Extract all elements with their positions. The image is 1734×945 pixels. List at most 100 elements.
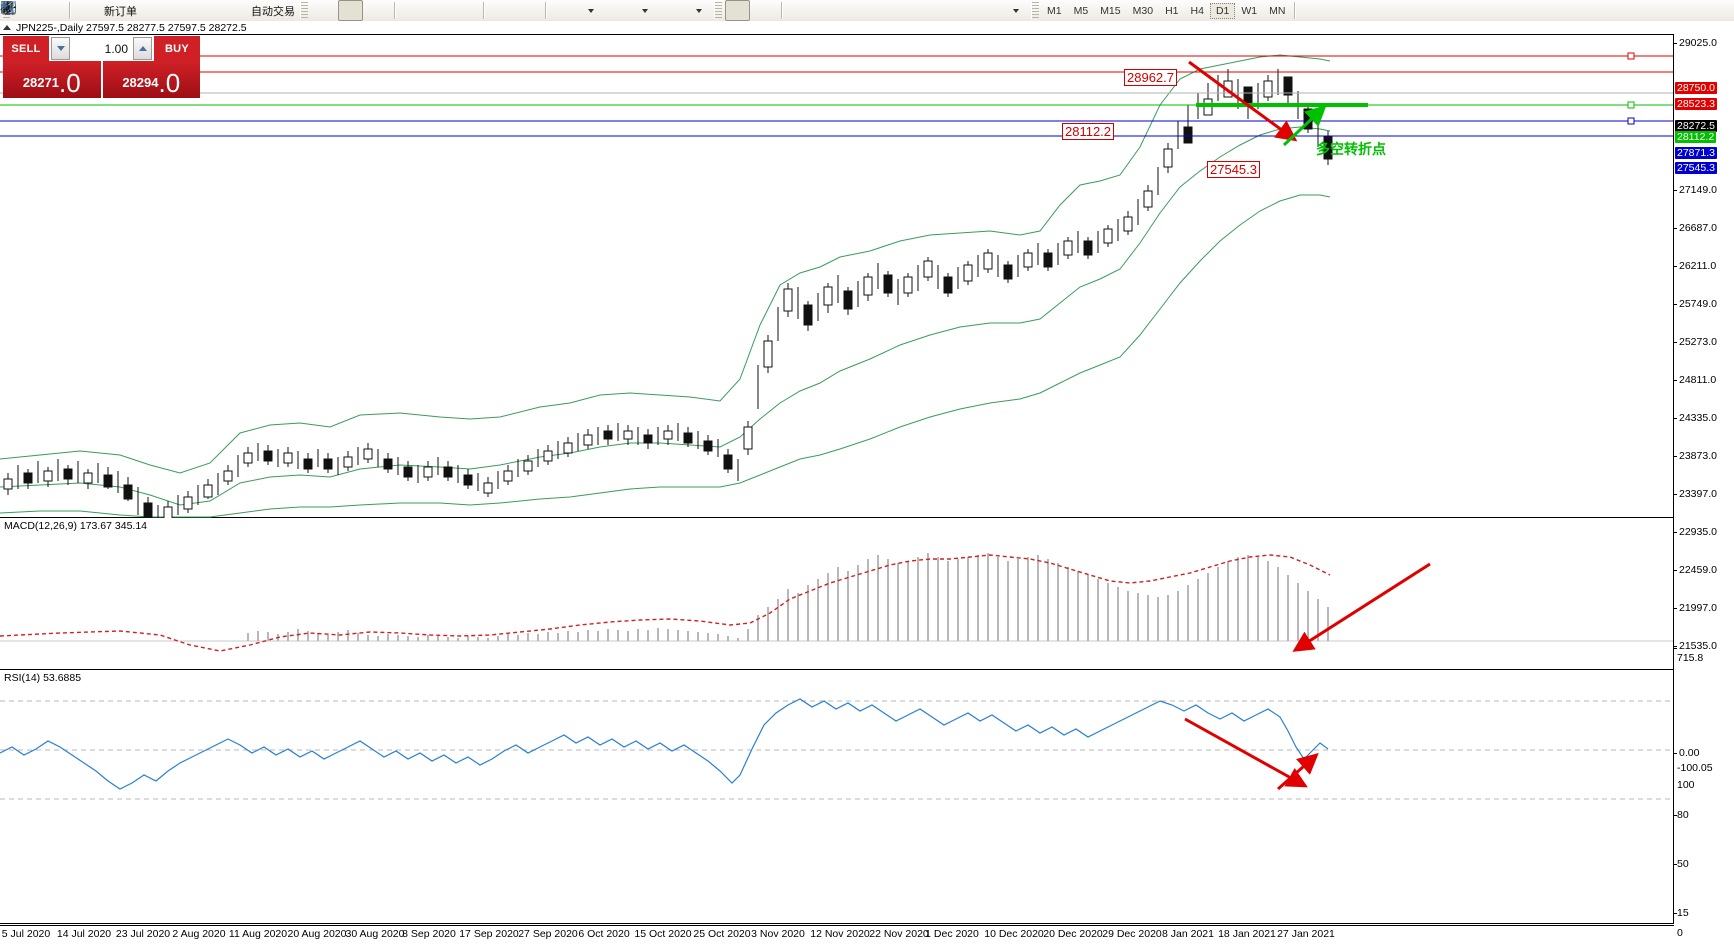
sell-price-fraction: 0 [66, 68, 81, 98]
timeframe-m15[interactable]: M15 [1100, 4, 1121, 17]
auto-trading-label[interactable]: 自动交易 [251, 5, 295, 18]
auto-scroll-icon[interactable] [1, 0, 541, 21]
svg-text:T: T [4, 4, 10, 14]
chart-symbol-label: JPN225-,Daily 27597.5 28277.5 27597.5 28… [16, 21, 247, 34]
period-icon[interactable] [1, 0, 630, 21]
rsi-recovery-arrow [1277, 753, 1319, 791]
chevron-down-icon-4[interactable] [1003, 0, 1028, 21]
volume-value[interactable]: 1.00 [104, 41, 128, 56]
zoom-out-icon[interactable] [1, 0, 452, 21]
cloud-icon[interactable] [1, 0, 193, 21]
price-scale[interactable]: 29025.0 28750.0 28523.3 28272.5 28112.2 … [1674, 34, 1734, 939]
cursor-icon[interactable] [3, 0, 750, 21]
toolbar-grip-4[interactable] [1031, 2, 1039, 19]
time-tick-18: 20 Dec 2020 [1043, 928, 1103, 940]
line-chart-icon[interactable] [1, 0, 390, 21]
toolbar-grip-3[interactable] [714, 2, 722, 19]
indicators-icon[interactable] [1, 0, 576, 21]
time-scale[interactable]: 5 Jul 2020 14 Jul 2020 23 Jul 2020 2 Aug… [0, 925, 1674, 945]
timeframe-h1[interactable]: H1 [1165, 4, 1179, 17]
folder-icon[interactable] [0, 0, 166, 21]
time-tick-15: 22 Nov 2020 [869, 928, 929, 940]
time-tick-0: 5 Jul 2020 [1, 928, 51, 940]
rsi-divergence-arrow [1184, 717, 1308, 788]
macd-divergence-arrow [1292, 562, 1431, 652]
timeframe-m5[interactable]: M5 [1073, 4, 1089, 17]
signal-icon[interactable] [1, 0, 220, 21]
timeframe-d1[interactable]: D1 [1209, 2, 1236, 19]
timeframe-m1[interactable]: M1 [1047, 4, 1062, 17]
rsi-title: RSI(14) 53.6885 [4, 672, 82, 684]
price-label-27545: 27545.3 [1675, 162, 1717, 174]
annotation-high: 28962.7 [1124, 69, 1177, 86]
text-icon[interactable]: A [3, 0, 947, 21]
candlestick-chart-icon[interactable] [1, 0, 363, 21]
rsi-pane[interactable]: RSI(14) 53.6885 [0, 671, 1673, 831]
uptrend-arrow [1282, 104, 1327, 147]
price-label-28272: 28272.5 [1675, 120, 1717, 132]
buy-price-separator: . [158, 68, 166, 98]
chart-shift-icon[interactable] [1, 0, 514, 21]
crosshair-icon[interactable] [2, 0, 777, 21]
macd-chart-svg [0, 553, 1673, 652]
time-tick-22: 27 Jan 2021 [1277, 928, 1335, 940]
time-tick-16: 1 Dec 2020 [925, 928, 979, 940]
search-chart-icon[interactable] [1, 0, 65, 21]
timeframe-m30[interactable]: M30 [1132, 4, 1154, 17]
time-tick-5: 20 Aug 2020 [287, 928, 347, 940]
buy-label[interactable]: BUY [154, 36, 200, 61]
annotation-mid: 28112.2 [1062, 123, 1115, 140]
price-pane[interactable]: 28962.7 28112.2 27545.3 多空转折点 [0, 35, 1673, 518]
label-icon[interactable]: T [2, 0, 974, 21]
new-order-icon[interactable] [1, 0, 100, 21]
grid-icon[interactable] [1, 0, 479, 21]
sell-button[interactable]: 28271 . 0 [3, 61, 103, 98]
sell-price-separator: . [58, 68, 67, 98]
auto-trading-icon[interactable] [0, 0, 247, 21]
vertical-line-icon[interactable] [6, 0, 812, 21]
timeframe-h4[interactable]: H4 [1190, 4, 1204, 17]
sell-label[interactable]: SELL [3, 36, 49, 61]
annotation-low: 27545.3 [1207, 161, 1260, 178]
timeframe-w1[interactable]: W1 [1241, 4, 1258, 17]
chart-area[interactable]: 28962.7 28112.2 27545.3 多空转折点 MACD(12,26… [0, 34, 1674, 924]
time-tick-11: 15 Oct 2020 [634, 928, 692, 940]
sell-price-integer: 28271 [22, 75, 59, 90]
volume-decrease-button[interactable] [51, 37, 70, 60]
buy-button[interactable]: 28294 . 0 [102, 61, 200, 98]
timeframe-mn[interactable]: MN [1269, 4, 1286, 17]
templates-icon[interactable] [1, 0, 684, 21]
time-tick-9: 27 Sep 2020 [518, 928, 578, 940]
price-label-28523: 28523.3 [1675, 98, 1717, 110]
horizontal-line-icon[interactable] [2, 0, 839, 21]
collapse-triangle-icon[interactable] [3, 25, 11, 30]
volume-increase-button[interactable] [133, 37, 152, 60]
volume-stepper[interactable]: 1.00 [49, 36, 154, 61]
toolbar-grip-2[interactable] [300, 2, 308, 19]
chevron-down-icon-2[interactable] [632, 0, 657, 21]
buy-price-integer: 28294 [122, 75, 159, 90]
toolbar-separator-4 [545, 2, 547, 19]
time-tick-3: 2 Aug 2020 [172, 928, 226, 940]
fibonacci-icon[interactable]: E [0, 0, 893, 21]
svg-text:E: E [12, 10, 16, 16]
zoom-in-icon[interactable] [1, 0, 425, 21]
shapes-icon[interactable] [1, 0, 1001, 21]
trade-panel-price-row: 28271 . 0 28294 . 0 [3, 61, 200, 98]
trendline-icon[interactable] [2, 0, 866, 21]
time-tick-14: 12 Nov 2020 [810, 928, 870, 940]
time-tick-2: 23 Jul 2020 [115, 928, 171, 940]
macd-pane[interactable]: MACD(12,26,9) 173.67 345.14 [0, 519, 1673, 670]
channel-icon[interactable]: F [2, 0, 920, 21]
bar-chart-icon[interactable] [1, 0, 336, 21]
rsi-chart-svg [0, 698, 1673, 800]
time-tick-6: 30 Aug 2020 [345, 928, 405, 940]
chevron-down-icon[interactable] [578, 0, 603, 21]
toolbar-separator-3 [483, 2, 485, 19]
chevron-down-icon-3[interactable] [686, 0, 711, 21]
new-order-label[interactable]: 新订单 [104, 5, 137, 18]
price-label-28112: 28112.2 [1675, 131, 1717, 143]
one-click-trading-panel[interactable]: SELL 1.00 BUY 28271 . 0 28294 . 0 [3, 36, 200, 98]
time-tick-20: 8 Jan 2021 [1162, 928, 1214, 940]
